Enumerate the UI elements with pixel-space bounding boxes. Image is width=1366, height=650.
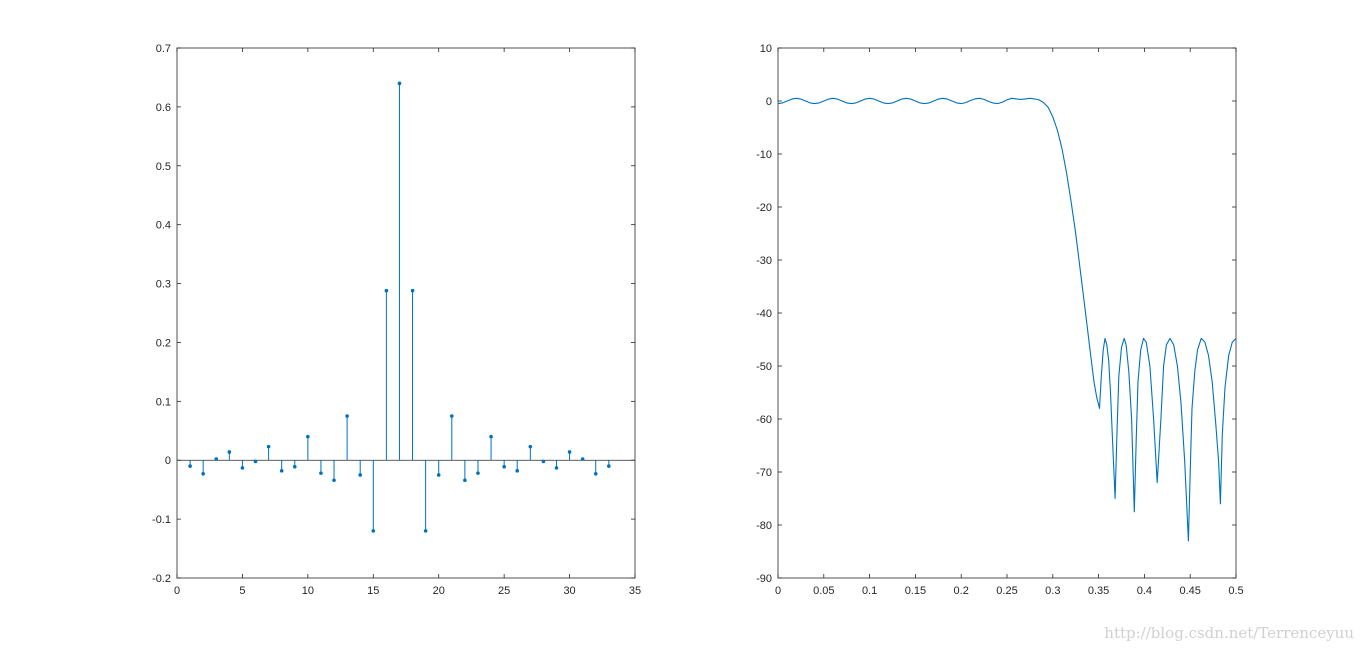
stem-marker xyxy=(201,471,205,476)
impulse-response-stem-plot: 0 5 10 15 20 25 30 35 -0.2 -0.1 0 0.1 0.2 0.3 0.4 0.5 0.… xyxy=(152,43,641,597)
x-tick-label: 10 xyxy=(302,585,314,597)
stem-marker xyxy=(410,288,415,293)
y-tick-label: 0 xyxy=(165,455,171,467)
y-tick-label: -10 xyxy=(756,149,772,161)
x-tick-label: 5 xyxy=(239,585,245,597)
stem-marker xyxy=(423,529,428,533)
axes-box xyxy=(176,47,636,579)
y-tick-label: -30 xyxy=(756,255,772,267)
y-tick-label: -90 xyxy=(756,573,772,585)
stem-marker xyxy=(214,457,219,461)
x-tick-label: 0 xyxy=(174,585,180,597)
y-tick-label: 0.3 xyxy=(156,279,171,291)
x-tick-label: 0.2 xyxy=(954,585,969,597)
stem-marker xyxy=(607,464,611,468)
stem-marker xyxy=(240,466,245,470)
stem-marker xyxy=(593,471,598,476)
x-tick-label: 30 xyxy=(563,585,575,597)
stem-marker xyxy=(253,459,258,464)
x-tick-label: 0.5 xyxy=(1228,585,1243,597)
stem-marker xyxy=(450,414,454,418)
stem-marker xyxy=(515,469,520,473)
y-tick-label: -40 xyxy=(756,308,772,320)
x-tick-label: 0.25 xyxy=(996,585,1017,597)
x-tick-label: 0.45 xyxy=(1179,585,1200,597)
stem-marker xyxy=(188,464,192,468)
axes-box xyxy=(777,47,1237,579)
y-tick-label: -80 xyxy=(756,520,772,532)
y-tick-label: 10 xyxy=(760,43,772,55)
stem-marker xyxy=(358,473,363,477)
y-tick-label: -20 xyxy=(756,202,772,214)
stem-marker xyxy=(332,478,336,483)
stem-marker xyxy=(528,444,533,449)
stem-marker xyxy=(541,459,546,464)
x-tick-label: 25 xyxy=(498,585,510,597)
x-tick-label: 0.1 xyxy=(862,585,877,597)
x-tick-label: 0.15 xyxy=(905,585,926,597)
y-tick-label: -60 xyxy=(756,414,772,426)
stem-marker xyxy=(279,469,284,473)
x-tick-label: 15 xyxy=(367,585,379,597)
y-tick-label: -70 xyxy=(756,467,772,479)
stem-marker xyxy=(436,473,441,477)
stem-marker xyxy=(502,464,506,469)
stem-marker xyxy=(554,466,559,470)
y-tick-label: 0.5 xyxy=(156,161,171,173)
x-tick-label: 0.35 xyxy=(1088,585,1109,597)
x-tick-label: 0.4 xyxy=(1137,585,1152,597)
x-tick-label: 0.05 xyxy=(813,585,834,597)
y-tick-label: 0.6 xyxy=(156,102,171,114)
stem-marker xyxy=(384,288,389,293)
stem-marker xyxy=(266,444,271,449)
y-tick-label: 0 xyxy=(766,96,772,108)
y-tick-label: 0.7 xyxy=(156,43,171,55)
stem-marker xyxy=(397,81,402,86)
watermark-text: http://blog.csdn.net/Terrenceyuu xyxy=(1104,624,1354,642)
frequency-response-line-plot: 0 0.05 0.1 0.15 0.2 0.25 0.3 0.35 0.4 0.45 0.5 -90 -… xyxy=(756,43,1244,597)
stem-marker xyxy=(567,450,572,454)
stem-marker xyxy=(227,450,232,454)
stem-marker xyxy=(319,471,323,475)
y-tick-label: -0.2 xyxy=(152,573,171,585)
y-tick-label: 0.4 xyxy=(156,220,171,232)
stem-marker xyxy=(345,414,349,418)
y-tick-label: -0.1 xyxy=(152,514,171,526)
stem-marker xyxy=(463,478,467,483)
x-tick-label: 20 xyxy=(433,585,445,597)
stem-marker xyxy=(292,464,297,469)
x-tick-label: 0.3 xyxy=(1045,585,1060,597)
x-tick-label: 0 xyxy=(775,585,781,597)
y-tick-label: 0.2 xyxy=(156,337,171,349)
stem-marker xyxy=(306,434,310,439)
x-tick-label: 35 xyxy=(629,585,641,597)
stem-marker xyxy=(489,434,493,439)
stem-marker xyxy=(371,529,376,533)
stem-marker xyxy=(476,471,480,475)
y-tick-label: 0.1 xyxy=(156,396,171,408)
magnitude-response-line xyxy=(777,97,1237,542)
y-tick-label: -50 xyxy=(756,361,772,373)
stem-marker xyxy=(580,457,585,461)
